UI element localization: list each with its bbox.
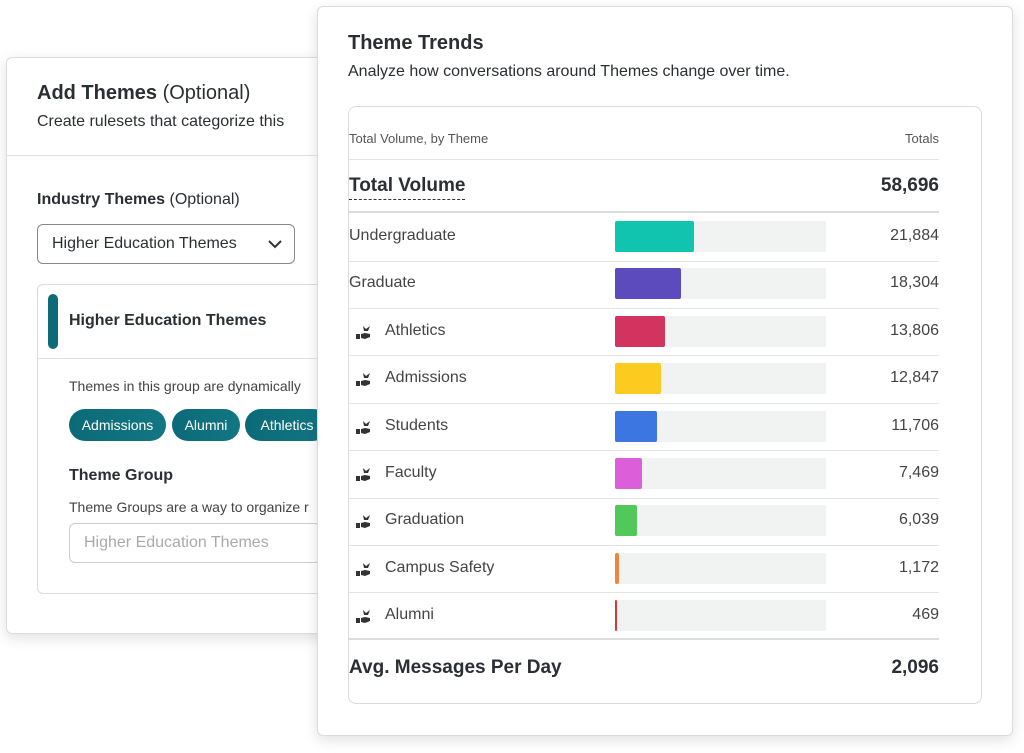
theme-value: 6,039 [898,511,939,529]
group-description: Themes in this group are dynamically [69,378,301,394]
group-accent [48,294,58,349]
industry-label: Industry Themes (Optional) [37,191,240,209]
panel-title-suffix: (Optional) [162,82,251,104]
table-body: Total Volume, by Theme Totals Total Volu… [318,7,997,701]
theme-value: 12,847 [890,369,939,387]
row-divider [349,211,939,213]
theme-name: Faculty [385,464,437,481]
bar-track [615,458,826,489]
group-card: Higher Education Themes Themes in this g… [37,284,427,594]
row-divider [349,544,939,546]
chevron [268,240,282,249]
panel-heading: Add Themes (Optional) [37,82,250,105]
row-divider [349,592,939,594]
theme-name: Campus Safety [385,558,495,576]
theme-icon [356,373,370,387]
theme-group-label: Theme Group [69,467,174,484]
bar [615,552,620,584]
divider [38,358,427,359]
theme-name: Alumni [385,606,434,624]
theme-icon [356,420,370,434]
theme-value: 21,884 [890,227,939,244]
panel-subtitle: Analyze how conversations around Themes … [348,63,790,80]
theme-value: 1,172 [898,558,939,576]
theme-value: 18,304 [890,274,939,292]
row-divider [349,450,939,452]
industry-suffix: (Optional) [169,191,240,208]
theme-icon [356,562,370,576]
theme-icon [356,610,370,624]
bar [615,505,637,537]
theme-value: 13,806 [890,321,939,339]
theme-icon [356,515,370,529]
row-divider [349,497,939,499]
theme-name: Athletics [385,321,446,339]
bar [615,221,694,252]
dropdown-text: Higher Education Themes [52,235,237,252]
industry-label-text: Industry Themes [37,191,166,208]
panel-title: Theme Trends [348,32,484,54]
header-label: Total Volume, by Theme [349,131,489,146]
row-divider [349,355,939,357]
header-totals: Totals [905,131,939,146]
theme-name: Undergraduate [349,227,456,244]
row-divider [349,260,939,262]
theme-group-select[interactable]: Higher Education Themes [69,523,321,563]
bar [615,410,658,442]
theme-name: Admissions [385,369,467,387]
total-value: 58,696 [880,175,939,196]
theme-chip[interactable]: Admissions [69,409,166,441]
theme-value: 11,706 [891,416,939,434]
footer-label: Avg. Messages Per Day [349,657,562,678]
row-divider [349,159,939,160]
bar [615,315,665,347]
theme-group-description: Theme Groups are a way to organize r [69,499,309,515]
theme-chip[interactable]: Alumni [172,409,240,441]
theme-value: 469 [912,606,939,624]
row-divider [349,402,939,404]
footer-value: 2,096 [891,657,939,678]
theme-chip[interactable]: Athletics [245,409,329,441]
group-title: Higher Education Themes [69,312,267,329]
theme-icon [356,325,370,339]
theme-name: Graduate [349,274,416,292]
trends-table: Total Volume, by Theme Totals Total Volu… [348,106,982,704]
theme-trends-panel: Theme Trends Analyze how conversations a… [317,6,1013,736]
bar-track [615,552,826,584]
select-placeholder: Higher Education Themes [84,534,269,551]
bar [615,458,642,489]
theme-value: 7,469 [898,464,939,481]
bar [615,363,662,395]
row-divider [349,307,939,309]
bar [615,268,681,300]
panel-description: Create rulesets that categorize this [37,113,285,130]
bar-track [615,505,826,537]
divider [7,155,427,156]
industry-dropdown[interactable]: Higher Education Themes [37,224,295,264]
bar-track [615,600,826,632]
panel-title: Add Themes [37,82,158,104]
theme-name: Students [385,416,449,434]
bar [615,600,617,632]
theme-name: Graduation [385,511,465,529]
theme-icon [356,468,370,481]
total-label: Total Volume [349,175,466,200]
row-divider [349,638,939,640]
